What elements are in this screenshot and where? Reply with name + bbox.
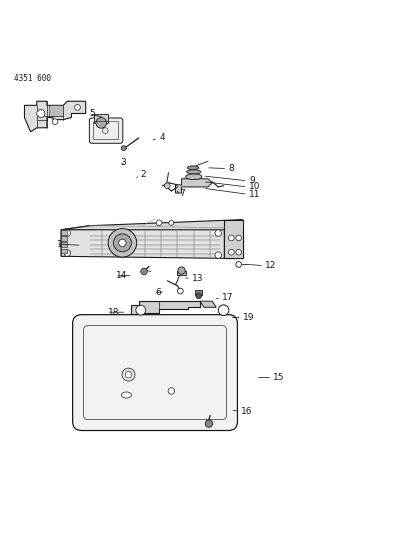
Text: 11: 11 bbox=[249, 190, 260, 199]
Polygon shape bbox=[61, 230, 224, 259]
Text: 9: 9 bbox=[249, 176, 255, 185]
Circle shape bbox=[169, 221, 174, 225]
Text: 5: 5 bbox=[90, 109, 95, 118]
Text: 14: 14 bbox=[116, 271, 128, 280]
Circle shape bbox=[228, 235, 234, 241]
Circle shape bbox=[75, 104, 80, 110]
Polygon shape bbox=[49, 106, 63, 116]
Text: 13: 13 bbox=[192, 274, 203, 283]
Polygon shape bbox=[61, 243, 67, 247]
Text: 4: 4 bbox=[159, 133, 165, 142]
FancyBboxPatch shape bbox=[89, 118, 123, 143]
Polygon shape bbox=[24, 101, 86, 132]
Text: 2: 2 bbox=[141, 170, 146, 179]
Text: 4351 600: 4351 600 bbox=[14, 74, 51, 83]
Polygon shape bbox=[195, 290, 202, 295]
Text: 7: 7 bbox=[180, 189, 185, 198]
Ellipse shape bbox=[186, 174, 202, 180]
Circle shape bbox=[205, 420, 213, 427]
Polygon shape bbox=[200, 301, 216, 308]
Ellipse shape bbox=[122, 392, 131, 398]
Circle shape bbox=[196, 293, 202, 298]
Polygon shape bbox=[177, 271, 186, 276]
Circle shape bbox=[108, 229, 137, 257]
Circle shape bbox=[236, 235, 242, 241]
Circle shape bbox=[121, 146, 126, 151]
Circle shape bbox=[236, 249, 242, 255]
Polygon shape bbox=[61, 230, 67, 235]
Circle shape bbox=[37, 109, 45, 118]
Circle shape bbox=[236, 262, 242, 268]
Text: 19: 19 bbox=[243, 313, 254, 322]
FancyBboxPatch shape bbox=[73, 314, 237, 431]
Polygon shape bbox=[61, 248, 67, 254]
Circle shape bbox=[156, 220, 162, 225]
Text: 1: 1 bbox=[57, 239, 63, 248]
Polygon shape bbox=[224, 220, 243, 259]
Circle shape bbox=[228, 249, 234, 255]
Text: 17: 17 bbox=[222, 293, 234, 302]
Text: 10: 10 bbox=[249, 182, 260, 191]
Circle shape bbox=[52, 119, 58, 125]
Circle shape bbox=[141, 268, 147, 274]
Circle shape bbox=[218, 305, 229, 316]
Circle shape bbox=[122, 368, 135, 381]
Circle shape bbox=[136, 305, 146, 315]
Ellipse shape bbox=[187, 166, 199, 169]
Polygon shape bbox=[61, 236, 67, 241]
Text: 8: 8 bbox=[228, 164, 234, 173]
Ellipse shape bbox=[186, 170, 201, 174]
Text: 15: 15 bbox=[273, 373, 285, 382]
Polygon shape bbox=[94, 114, 108, 123]
Polygon shape bbox=[131, 301, 200, 318]
Circle shape bbox=[96, 118, 106, 128]
Circle shape bbox=[125, 372, 132, 378]
Circle shape bbox=[64, 230, 71, 236]
Circle shape bbox=[113, 234, 131, 252]
Polygon shape bbox=[61, 225, 90, 256]
Polygon shape bbox=[61, 220, 243, 232]
Text: 12: 12 bbox=[265, 261, 277, 270]
Circle shape bbox=[177, 288, 183, 294]
Circle shape bbox=[178, 267, 185, 274]
Text: 3: 3 bbox=[120, 158, 126, 167]
Circle shape bbox=[164, 183, 170, 189]
Circle shape bbox=[168, 387, 175, 394]
Circle shape bbox=[64, 250, 71, 256]
Polygon shape bbox=[175, 179, 212, 193]
Circle shape bbox=[215, 230, 222, 236]
Circle shape bbox=[215, 252, 222, 259]
Text: 18: 18 bbox=[108, 308, 120, 317]
Text: 16: 16 bbox=[241, 407, 252, 416]
Circle shape bbox=[119, 239, 126, 246]
Polygon shape bbox=[224, 230, 243, 259]
Text: 6: 6 bbox=[155, 288, 161, 297]
